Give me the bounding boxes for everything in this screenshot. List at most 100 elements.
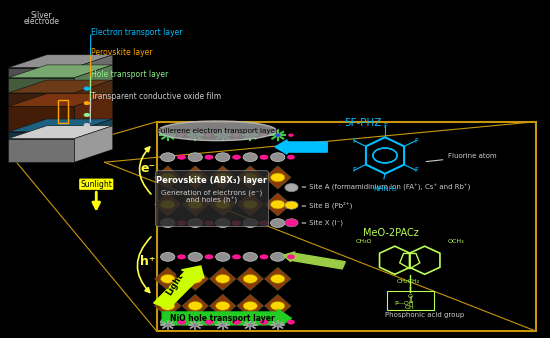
Text: Perovskite layer: Perovskite layer (91, 48, 152, 57)
Polygon shape (8, 94, 113, 106)
Text: = Site X (I⁻): = Site X (I⁻) (301, 219, 343, 226)
Circle shape (206, 255, 213, 259)
Polygon shape (155, 166, 181, 189)
Text: OH: OH (405, 305, 415, 310)
Polygon shape (182, 294, 208, 317)
Circle shape (271, 219, 285, 227)
Circle shape (271, 274, 285, 283)
Circle shape (216, 301, 230, 310)
Text: Fullerene electron transport layer: Fullerene electron transport layer (157, 128, 278, 134)
Circle shape (84, 87, 90, 91)
FancyArrow shape (283, 252, 345, 269)
Bar (157, 122, 536, 331)
Circle shape (260, 255, 267, 259)
Text: CH₃O: CH₃O (355, 239, 372, 244)
Circle shape (232, 221, 240, 225)
Circle shape (288, 134, 294, 137)
Circle shape (243, 200, 257, 209)
Circle shape (271, 301, 285, 310)
FancyArrowPatch shape (138, 237, 151, 292)
Polygon shape (210, 166, 236, 189)
Circle shape (216, 219, 230, 227)
Text: F: F (352, 167, 356, 173)
Circle shape (285, 184, 298, 192)
Circle shape (178, 155, 186, 160)
Text: Light: Light (164, 272, 185, 297)
Text: Transparent conductive oxide film: Transparent conductive oxide film (91, 92, 221, 101)
Circle shape (243, 173, 257, 182)
Text: Silver: Silver (30, 11, 52, 20)
Text: O: O (407, 294, 412, 298)
Circle shape (248, 323, 253, 327)
Polygon shape (8, 132, 74, 139)
Circle shape (260, 320, 267, 324)
Circle shape (243, 318, 257, 327)
Circle shape (260, 221, 267, 225)
Circle shape (287, 255, 295, 259)
Polygon shape (265, 193, 291, 216)
FancyBboxPatch shape (156, 171, 268, 226)
Circle shape (177, 221, 185, 225)
Circle shape (275, 323, 280, 327)
Circle shape (275, 134, 280, 137)
Circle shape (84, 113, 90, 117)
Circle shape (271, 200, 285, 209)
Circle shape (216, 318, 230, 327)
Text: ‖: ‖ (408, 296, 411, 303)
Text: F: F (414, 138, 418, 144)
Ellipse shape (158, 121, 276, 141)
Circle shape (243, 153, 257, 162)
Text: CH₂CH₂: CH₂CH₂ (397, 279, 420, 284)
Text: Phosphonic acid group: Phosphonic acid group (385, 312, 464, 318)
Circle shape (84, 123, 90, 127)
Polygon shape (8, 93, 74, 106)
Circle shape (192, 323, 198, 327)
Circle shape (161, 318, 175, 327)
Circle shape (84, 101, 90, 105)
Circle shape (161, 219, 175, 227)
Circle shape (178, 320, 186, 324)
Text: = Site B (Pb²⁺): = Site B (Pb²⁺) (301, 201, 353, 209)
Text: F: F (414, 167, 418, 173)
Circle shape (271, 318, 285, 327)
Circle shape (161, 252, 175, 261)
Circle shape (271, 252, 285, 261)
Circle shape (205, 221, 212, 225)
Text: e⁻: e⁻ (140, 163, 156, 175)
Text: 5F-PHZ: 5F-PHZ (344, 118, 381, 128)
Circle shape (232, 155, 240, 160)
Circle shape (233, 155, 241, 160)
Polygon shape (8, 119, 113, 132)
Circle shape (205, 320, 212, 324)
Circle shape (260, 155, 267, 160)
Circle shape (285, 201, 298, 209)
Circle shape (220, 323, 225, 327)
Circle shape (178, 255, 186, 259)
Circle shape (178, 134, 184, 137)
Circle shape (206, 134, 211, 137)
Polygon shape (265, 166, 291, 189)
Circle shape (232, 255, 240, 259)
Polygon shape (74, 80, 113, 106)
Circle shape (233, 255, 241, 259)
Polygon shape (8, 106, 74, 132)
Circle shape (206, 320, 213, 324)
Polygon shape (182, 193, 208, 216)
Circle shape (261, 155, 268, 160)
Circle shape (287, 320, 295, 324)
Polygon shape (210, 294, 236, 317)
Text: P―OH: P―OH (394, 300, 414, 306)
Text: Perovskite (ABX₃) layer: Perovskite (ABX₃) layer (156, 176, 267, 185)
Circle shape (243, 252, 257, 261)
Text: = Site A (formamidinium ion (FA⁺), Cs⁺ and Rb⁺): = Site A (formamidinium ion (FA⁺), Cs⁺ a… (301, 184, 471, 191)
Circle shape (261, 134, 266, 137)
Text: F: F (352, 138, 356, 144)
Text: Electron transport layer: Electron transport layer (91, 28, 182, 37)
Text: NHNH₂: NHNH₂ (373, 186, 397, 192)
Circle shape (177, 155, 185, 160)
Text: OCH₃: OCH₃ (448, 239, 464, 244)
Circle shape (261, 320, 268, 324)
Circle shape (220, 134, 225, 137)
Circle shape (177, 255, 185, 259)
Circle shape (287, 221, 295, 225)
